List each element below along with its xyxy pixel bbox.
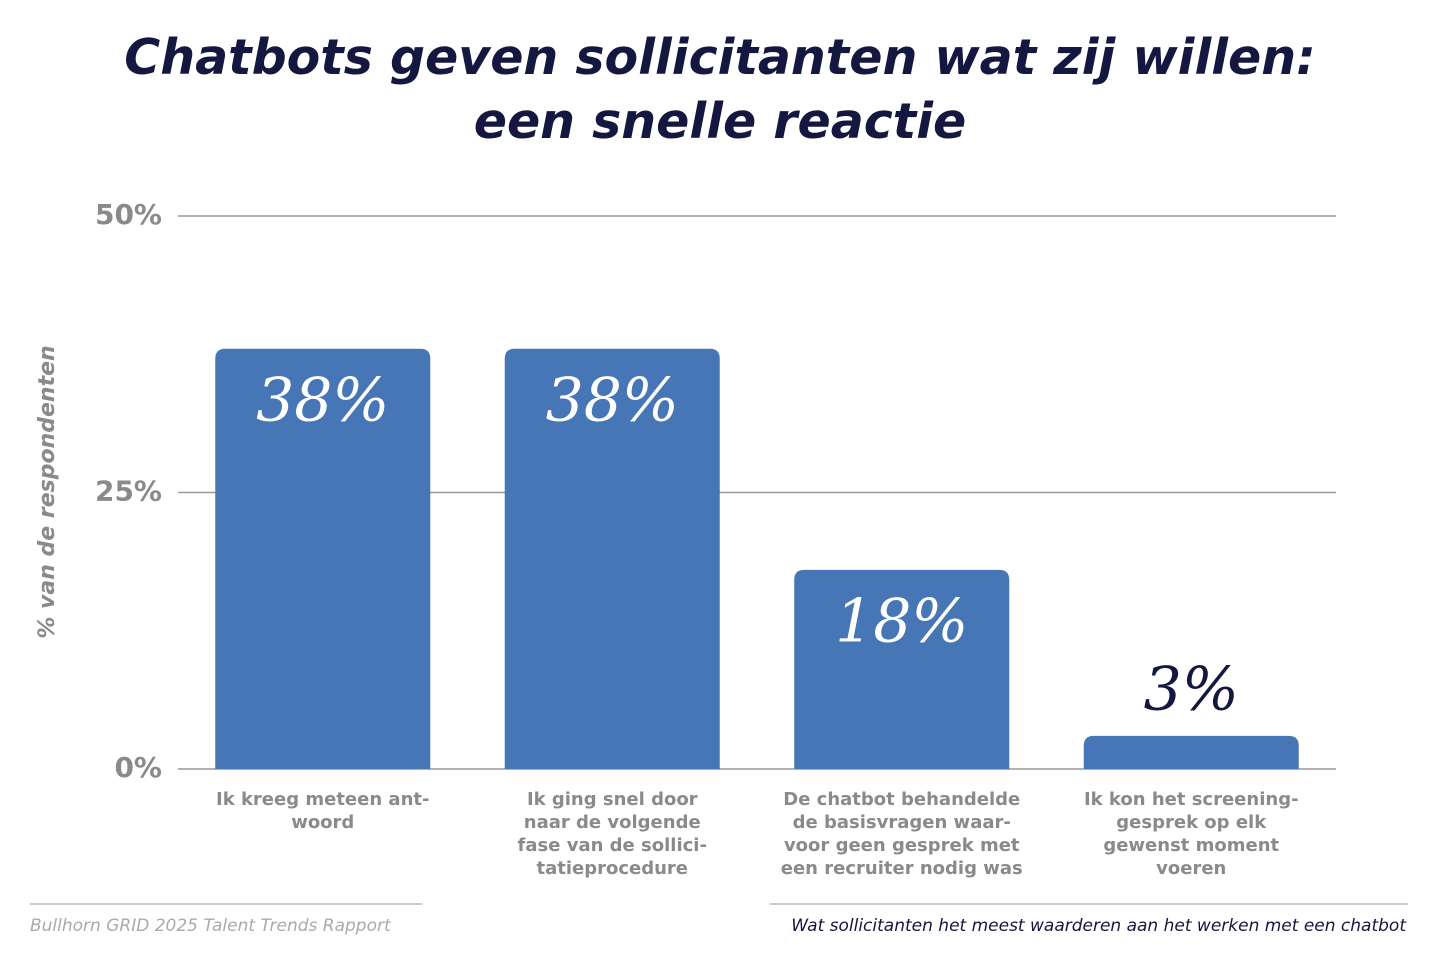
chart-title: Chatbots geven sollicitanten wat zij wil… [124, 29, 1316, 150]
bar [1083, 735, 1299, 769]
x-tick-label: De chatbot behandelde de basisvragen waa… [780, 789, 1023, 879]
bar [504, 348, 720, 769]
x-tick-label: Ik kreeg meteen ant- woord [216, 789, 430, 833]
value-label: 3% [1144, 654, 1239, 724]
bar [794, 569, 1010, 769]
y-tick-label: 50% [95, 198, 162, 231]
y-tick-label: 25% [95, 475, 162, 508]
note: Wat sollicitanten het meest waarderen aa… [791, 916, 1407, 936]
value-label: 38% [256, 365, 389, 435]
y-tick-label: 0% [114, 751, 162, 784]
bar [215, 348, 431, 769]
x-tick-label: Ik ging snel door naar de volgende fase … [517, 789, 707, 879]
value-label: 38% [546, 365, 679, 435]
y-axis-label: % van de respondenten [35, 345, 60, 638]
x-tick-label: Ik kon het screening- gesprek op elk gew… [1083, 789, 1299, 879]
source: Bullhorn GRID 2025 Talent Trends Rapport [30, 916, 392, 936]
value-label: 18% [835, 586, 968, 656]
